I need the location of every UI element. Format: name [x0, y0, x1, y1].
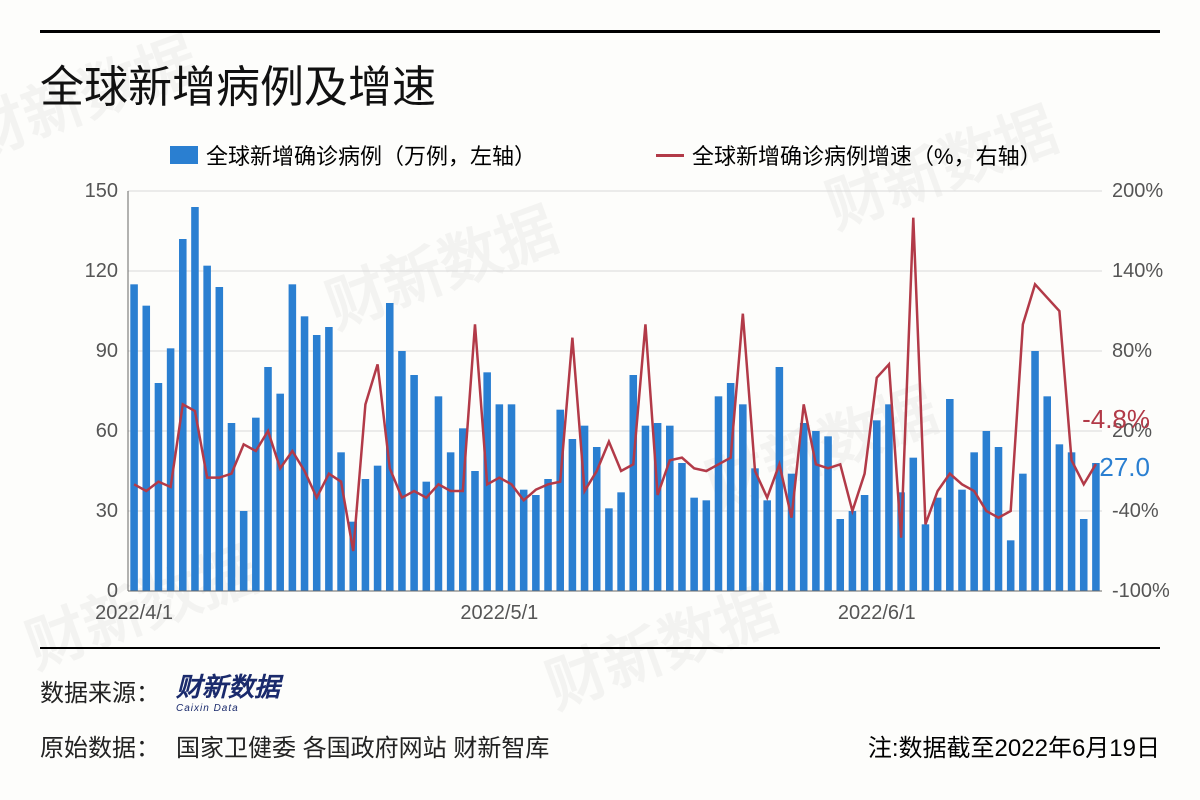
chart-title: 全球新增病例及增速	[40, 51, 1160, 115]
bar-swatch-icon	[170, 146, 198, 164]
svg-text:2022/6/1: 2022/6/1	[838, 602, 916, 624]
svg-text:30: 30	[96, 500, 118, 522]
brand-name: 财新数据	[176, 667, 280, 704]
svg-text:150: 150	[85, 181, 118, 202]
chart-svg: 0306090120150-100%-40%20%80%140%200%2022…	[68, 181, 1172, 641]
note: 注:数据截至2022年6月19日	[868, 728, 1160, 763]
brand-subtitle: Caixin Data	[176, 704, 280, 714]
svg-text:120: 120	[85, 260, 118, 282]
legend: 全球新增确诊病例（万例，左轴） 全球新增确诊病例增速（%，右轴）	[170, 139, 1160, 171]
top-rule	[40, 30, 1160, 33]
svg-text:140%: 140%	[1112, 260, 1163, 282]
source-row: 数据来源： 财新数据 Caixin Data	[40, 667, 1160, 714]
svg-text:200%: 200%	[1112, 181, 1163, 202]
svg-text:80%: 80%	[1112, 340, 1152, 362]
svg-text:90: 90	[96, 340, 118, 362]
svg-text:-100%: -100%	[1112, 580, 1170, 602]
end-label-bar: 27.0	[1099, 452, 1150, 483]
svg-text:2022/4/1: 2022/4/1	[95, 602, 173, 624]
raw-label: 原始数据：	[40, 728, 160, 763]
line-swatch-icon	[656, 154, 684, 157]
svg-text:-40%: -40%	[1112, 500, 1159, 522]
svg-text:60: 60	[96, 420, 118, 442]
chart-area: 0306090120150-100%-40%20%80%140%200%2022…	[68, 181, 1132, 641]
raw-sources: 国家卫健委 各国政府网站 财新智库	[176, 728, 549, 763]
svg-text:0: 0	[107, 580, 118, 602]
legend-bar-label: 全球新增确诊病例（万例，左轴）	[206, 139, 536, 171]
svg-text:2022/5/1: 2022/5/1	[460, 602, 538, 624]
legend-bar: 全球新增确诊病例（万例，左轴）	[170, 139, 536, 171]
brand-block: 财新数据 Caixin Data	[176, 667, 280, 714]
end-label-line: -4.8%	[1082, 404, 1150, 435]
legend-line-label: 全球新增确诊病例增速（%，右轴）	[692, 139, 1042, 171]
source-label: 数据来源：	[40, 673, 160, 708]
legend-line: 全球新增确诊病例增速（%，右轴）	[656, 139, 1042, 171]
chart-card: 全球新增病例及增速 全球新增确诊病例（万例，左轴） 全球新增确诊病例增速（%，右…	[0, 0, 1200, 797]
